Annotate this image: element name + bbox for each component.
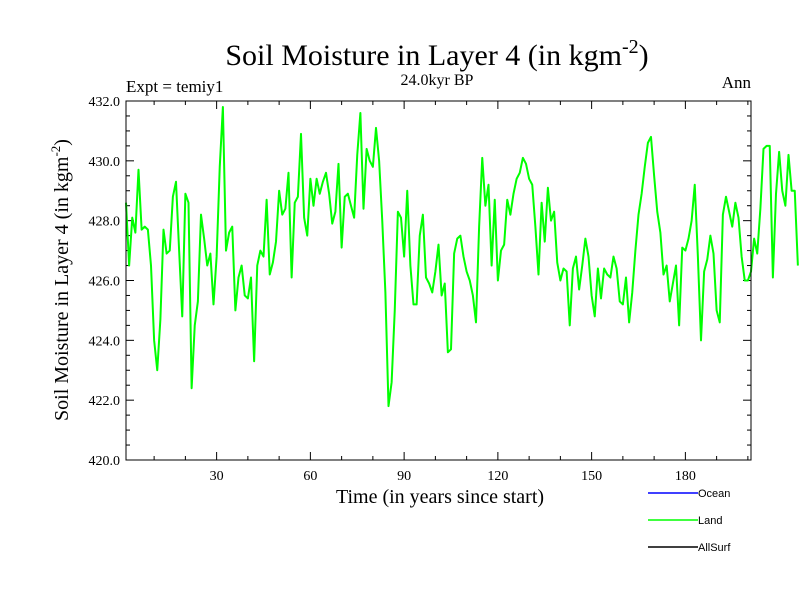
chart-title: Soil Moisture in Layer 4 (in kgm-2) bbox=[225, 36, 648, 72]
x-tick-label: 180 bbox=[675, 469, 696, 484]
series-line-land bbox=[125, 105, 799, 408]
x-tick-label: 60 bbox=[303, 469, 317, 484]
experiment-label: Expt = temiy1 bbox=[126, 77, 223, 96]
y-axis-label: Soil Moisture in Layer 4 (in kgm-2) bbox=[48, 139, 73, 421]
legend-label-ocean: Ocean bbox=[698, 488, 730, 500]
y-tick-label: 430.0 bbox=[89, 155, 121, 170]
x-tick-label: 90 bbox=[397, 469, 411, 484]
y-tick-label: 424.0 bbox=[89, 334, 121, 349]
season-label: Ann bbox=[722, 73, 752, 92]
x-tick-label: 120 bbox=[487, 469, 508, 484]
y-tick-label: 422.0 bbox=[89, 394, 121, 409]
legend-label-land: Land bbox=[698, 515, 722, 527]
y-tick-label: 420.0 bbox=[89, 454, 121, 469]
plot-frame bbox=[125, 100, 752, 461]
legend: Ocean Land AllSurf bbox=[648, 488, 731, 554]
x-axis-label: Time (in years since start) bbox=[336, 486, 544, 508]
y-tick-label: 426.0 bbox=[89, 275, 121, 290]
chart-subtitle: 24.0kyr BP bbox=[401, 72, 474, 89]
y-tick-label: 428.0 bbox=[89, 215, 121, 230]
x-tick-label: 30 bbox=[210, 469, 224, 484]
legend-label-allsurf: AllSurf bbox=[698, 542, 731, 554]
y-tick-label: 432.0 bbox=[89, 95, 121, 110]
x-tick-label: 150 bbox=[581, 469, 602, 484]
